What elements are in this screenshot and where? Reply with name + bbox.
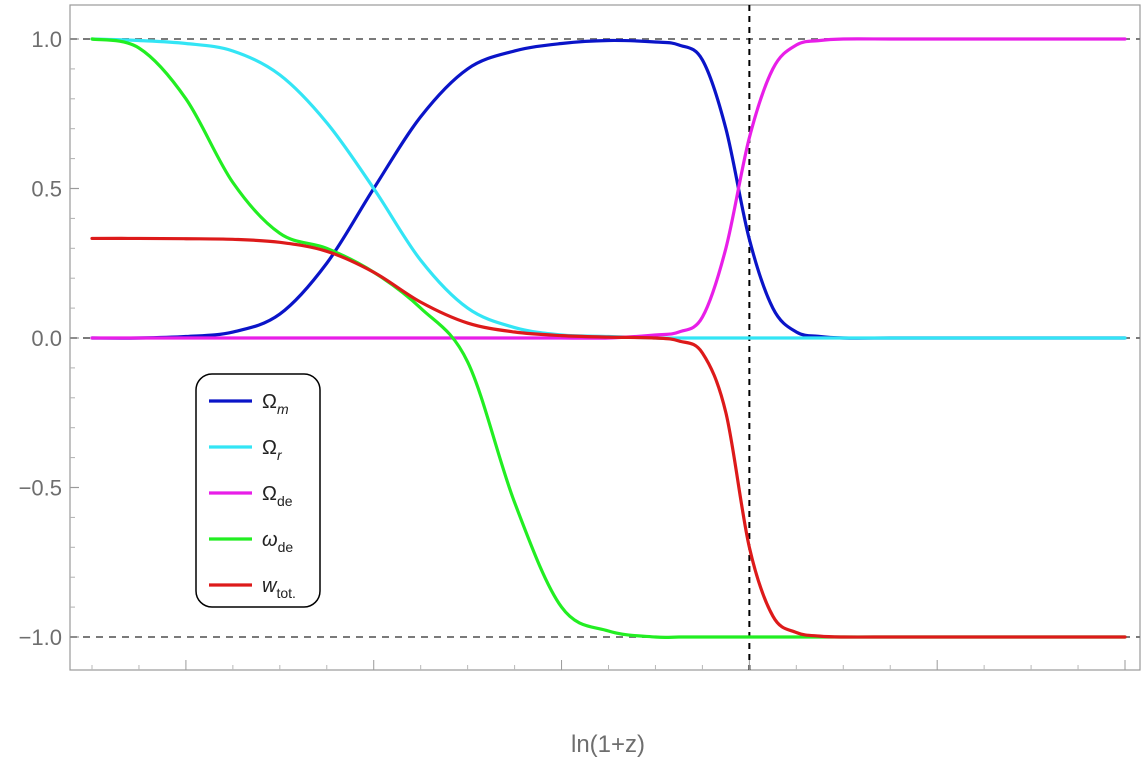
series-line-0 (90, 38, 1127, 340)
legend-label: ωde (262, 529, 293, 555)
series-line-2 (90, 37, 1127, 340)
y-tick-label: 0.0 (31, 326, 62, 351)
x-axis-title: ln(1+z) (571, 731, 645, 758)
legend: Ωm Ωr Ωde ωde wtot. (195, 373, 321, 608)
y-tick-label: 0.5 (31, 177, 62, 202)
axis-ticks: 1.0 0.5 0.0 −0.5 −1.0 (19, 27, 1126, 670)
y-tick-label: −0.5 (19, 476, 62, 501)
legend-label: wtot. (262, 575, 296, 601)
legend-label: Ωr (262, 437, 283, 463)
series-line-1 (90, 37, 1127, 340)
y-tick-label: −1.0 (19, 625, 62, 650)
y-tick-label: 1.0 (31, 27, 62, 52)
legend-label: Ωm (262, 391, 289, 417)
legend-label: Ωde (262, 483, 293, 509)
series-line-4 (90, 236, 1127, 639)
legend-box (195, 373, 321, 608)
series-lines (90, 37, 1127, 640)
